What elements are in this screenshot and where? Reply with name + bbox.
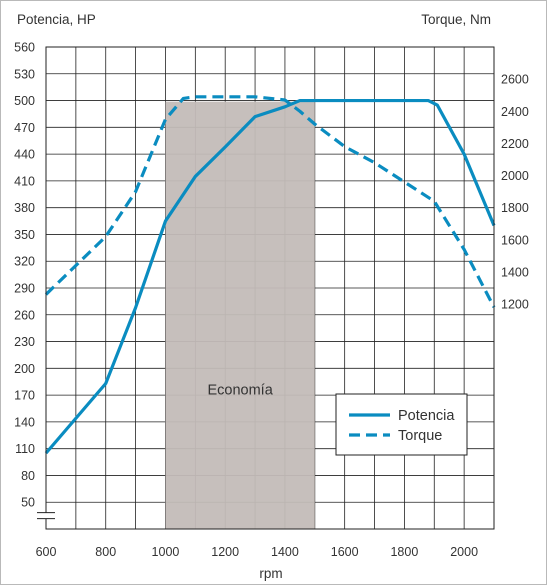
x-axis-title: rpm bbox=[259, 566, 282, 581]
y-left-tick-label: 350 bbox=[14, 228, 35, 242]
y-left-tick-label: 440 bbox=[14, 148, 35, 162]
x-tick-label: 1600 bbox=[331, 545, 359, 559]
legend-box bbox=[335, 393, 468, 456]
legend-label-torque: Torque bbox=[398, 428, 442, 444]
economy-band bbox=[165, 101, 315, 530]
y-left-tick-label: 230 bbox=[14, 335, 35, 349]
x-tick-label: 1200 bbox=[211, 545, 239, 559]
x-tick-label: 2000 bbox=[450, 545, 478, 559]
tick-labels: 50 80 110 140 170 200 230 260 290 320 350 380 410 440… bbox=[14, 41, 529, 560]
legend: Potencia Torque bbox=[335, 393, 468, 456]
y-left-tick-label: 380 bbox=[14, 201, 35, 215]
right-axis-title: Torque, Nm bbox=[421, 12, 491, 27]
axis-break-gap bbox=[39, 512, 53, 519]
x-tick-label: 800 bbox=[95, 545, 116, 559]
x-tick-label: 600 bbox=[36, 545, 57, 559]
series-lines bbox=[44, 95, 496, 455]
y-right-tick-label: 1600 bbox=[501, 233, 529, 247]
y-left-tick-label: 500 bbox=[14, 94, 35, 108]
economy-band-label: Economía bbox=[207, 382, 273, 398]
y-left-tick-label: 410 bbox=[14, 174, 35, 188]
y-left-tick-label: 470 bbox=[14, 121, 35, 135]
y-right-tick-label: 2600 bbox=[501, 73, 529, 87]
plot-frame bbox=[37, 46, 495, 530]
y-left-tick-label: 530 bbox=[14, 67, 35, 81]
left-axis-title: Potencia, HP bbox=[17, 12, 96, 27]
legend-label-potencia: Potencia bbox=[398, 408, 455, 424]
y-right-tick-label: 2000 bbox=[501, 169, 529, 183]
y-left-tick-label: 140 bbox=[14, 415, 35, 429]
y-left-tick-label: 50 bbox=[21, 496, 35, 510]
y-left-tick-label: 200 bbox=[14, 362, 35, 376]
y-left-tick-label: 170 bbox=[14, 389, 35, 403]
series-potencia-line bbox=[44, 98, 496, 455]
y-left-tick-label: 320 bbox=[14, 255, 35, 269]
y-left-tick-label: 560 bbox=[14, 41, 35, 55]
y-left-tick-label: 110 bbox=[15, 442, 35, 456]
y-right-tick-label: 1800 bbox=[501, 201, 529, 215]
y-left-tick-label: 260 bbox=[14, 308, 35, 322]
x-tick-label: 1800 bbox=[390, 545, 418, 559]
y-left-tick-label: 290 bbox=[14, 282, 35, 296]
y-right-tick-label: 2400 bbox=[501, 105, 529, 119]
y-right-tick-label: 1400 bbox=[501, 265, 529, 279]
y-left-tick-label: 80 bbox=[21, 469, 35, 483]
shaded-band: Economía bbox=[165, 101, 315, 530]
x-tick-label: 1400 bbox=[271, 545, 299, 559]
x-tick-label: 1000 bbox=[152, 545, 180, 559]
series-torque-line bbox=[44, 95, 496, 309]
y-right-tick-label: 2200 bbox=[501, 137, 529, 151]
y-right-tick-label: 1200 bbox=[501, 298, 529, 312]
plot-border bbox=[45, 46, 495, 530]
